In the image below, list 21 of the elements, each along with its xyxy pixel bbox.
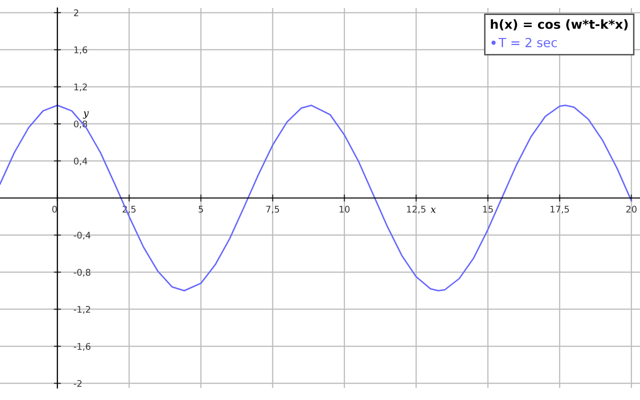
y-tick-label: 1,2	[74, 84, 87, 92]
y-tick-label: -0,8	[74, 268, 90, 277]
legend-title: h(x) = cos (w*t-k*x)	[490, 19, 628, 30]
x-tick-label: 15	[483, 206, 493, 213]
y-axis-title: y	[82, 111, 89, 119]
x-tick-label: 0	[52, 206, 57, 213]
y-tick-label: 1,6	[74, 46, 88, 54]
y-tick-label: -0,4	[74, 232, 90, 240]
y-tick-label: 0,4	[74, 158, 88, 166]
y-tick-label: -1,2	[74, 306, 90, 314]
y-tick-label: 2	[74, 9, 78, 16]
x-tick-label: 5	[198, 206, 203, 213]
x-tick-label: 17,5	[550, 206, 569, 214]
x-tick-label: 12,5	[407, 206, 426, 214]
y-tick-label: -1,6	[74, 343, 90, 351]
y-tick-label: -2	[74, 380, 82, 387]
x-tick-label: 10	[340, 206, 350, 213]
x-axis-title: x	[430, 208, 436, 213]
legend-label: T = 2 sec	[498, 38, 557, 48]
x-tick-label: 20	[626, 206, 637, 213]
x-tick-label: 7,5	[266, 206, 280, 214]
